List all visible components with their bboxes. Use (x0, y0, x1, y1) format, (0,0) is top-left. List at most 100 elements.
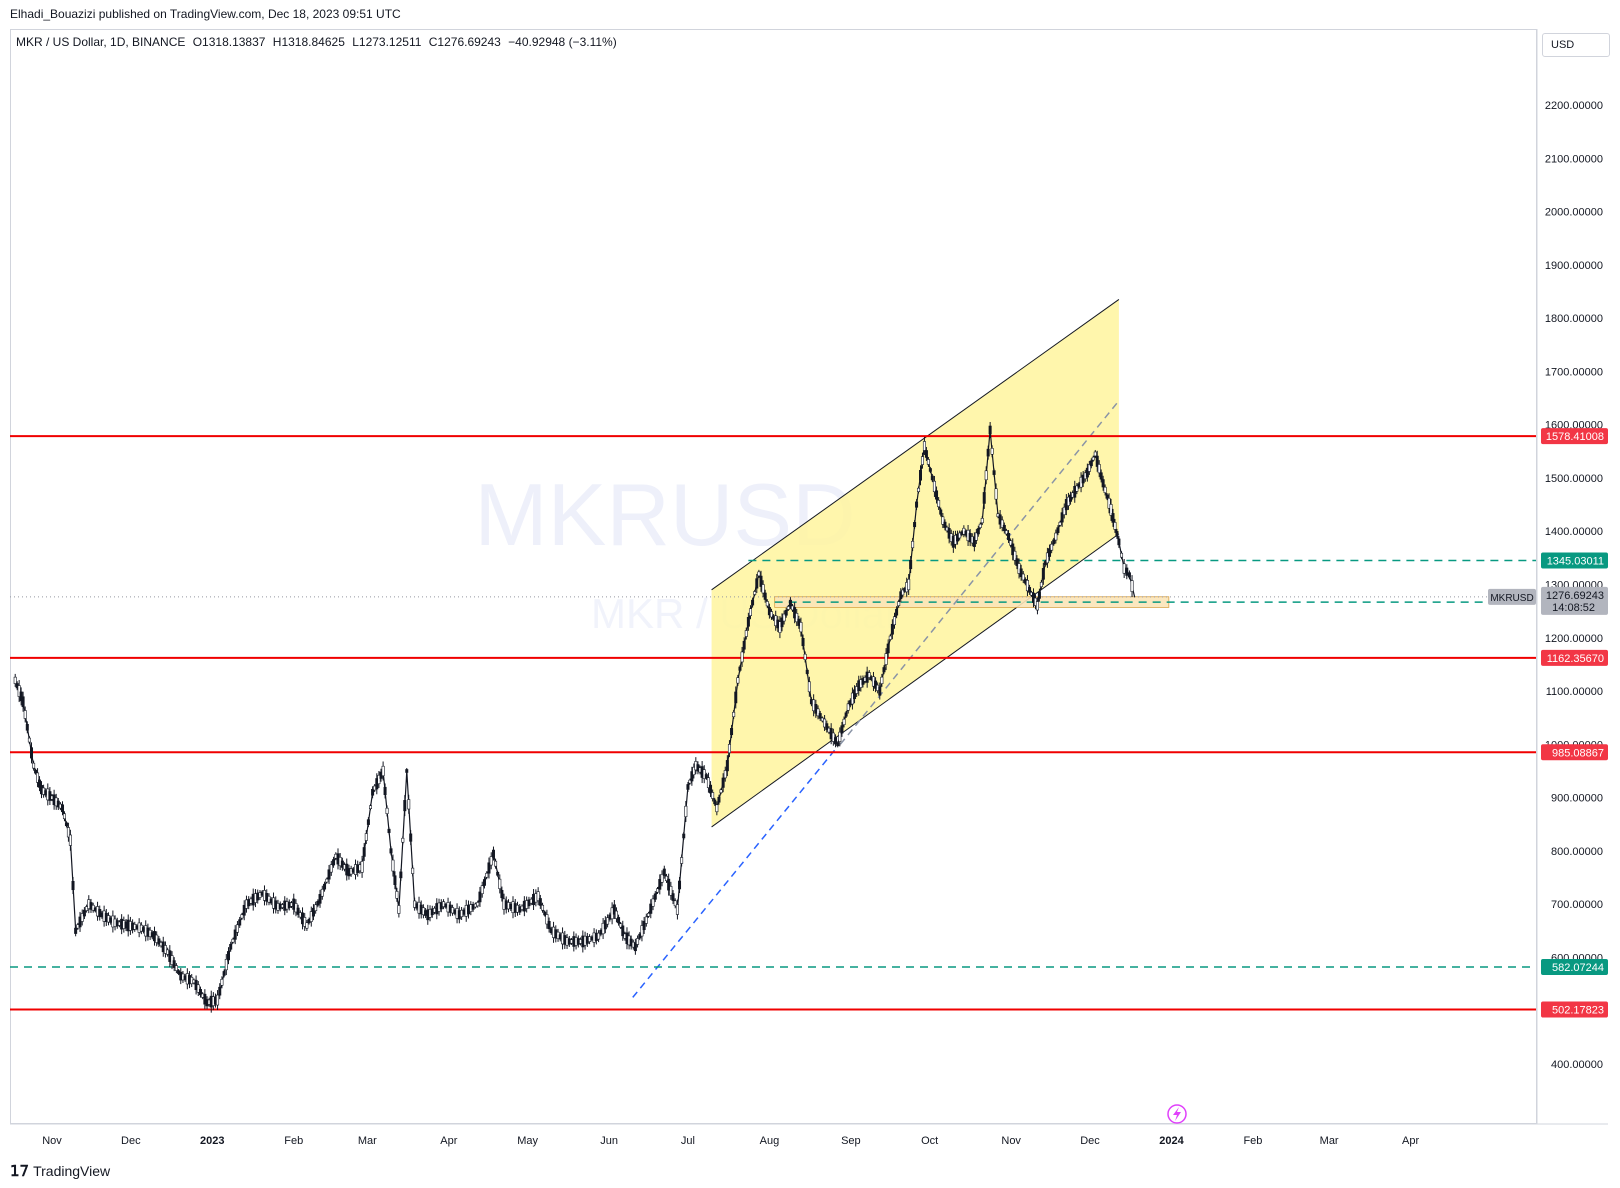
candle-body (818, 713, 822, 719)
candle-body (198, 989, 202, 996)
currency-button[interactable]: USD (1542, 33, 1610, 57)
candle-body (480, 885, 484, 895)
candle-body (765, 601, 769, 607)
candle-body (487, 862, 491, 874)
candle-body (844, 712, 848, 717)
candle-body (543, 911, 547, 916)
candle-body (82, 909, 86, 917)
candle-body (478, 891, 482, 903)
candle-body (972, 536, 976, 547)
candle-body (395, 891, 399, 899)
footer-logo[interactable]: 𝟣𝟩 TradingView (10, 1162, 110, 1180)
x-tick-label: Feb (1243, 1135, 1262, 1147)
candle-body (1019, 568, 1023, 578)
candle-body (222, 971, 226, 976)
candle-body (673, 900, 677, 907)
candle-body (909, 559, 913, 570)
candle-body (371, 788, 375, 796)
candle-body (327, 869, 331, 880)
candle-body (978, 523, 982, 528)
candle-body (682, 833, 686, 839)
candle-body (27, 737, 31, 743)
candle-body (196, 984, 200, 993)
level-tag-5 (1541, 958, 1608, 975)
candle-body (1028, 587, 1032, 593)
candle-body (491, 849, 495, 858)
candle-body (157, 938, 161, 945)
candle-body (216, 994, 220, 1006)
candle-body (767, 607, 771, 616)
candle-body (816, 708, 820, 717)
candle-body (744, 630, 748, 637)
candle-body (1002, 524, 1006, 532)
candle-body (500, 889, 504, 899)
candle-body (1069, 494, 1073, 502)
candle-body (920, 456, 924, 465)
level-tag-label: 1345.03011 (1547, 556, 1604, 568)
candle-body (633, 942, 637, 952)
candle-body (391, 859, 395, 872)
candle-body (1097, 464, 1101, 474)
candle-body (1130, 580, 1134, 592)
candle-body (805, 669, 809, 674)
candle-body (240, 914, 244, 919)
candle-body (36, 772, 40, 783)
candle-body (690, 771, 694, 782)
candle-body (393, 875, 397, 885)
candle-body (795, 612, 799, 623)
candle-body (784, 609, 788, 616)
candle-body (1011, 543, 1015, 556)
candle-body (842, 718, 846, 726)
y-tick-label: 1800.00000 (1545, 313, 1603, 325)
candle-body (224, 958, 228, 971)
x-tick-label: Feb (284, 1135, 303, 1147)
grey-dashed-trendline (839, 400, 1120, 745)
candle-body (547, 920, 551, 930)
tradingview-logo-icon: 𝟣𝟩 (10, 1163, 30, 1180)
candle-body (644, 916, 648, 924)
candle-body (653, 893, 657, 900)
candle-body (825, 723, 829, 730)
candle-body (656, 888, 660, 893)
candle-body (489, 856, 493, 866)
candle-body (941, 516, 945, 525)
candle-body (314, 904, 318, 912)
candle-body (711, 792, 715, 799)
candle-body (1037, 591, 1041, 599)
candle-body (403, 800, 407, 812)
candle-body (897, 601, 901, 606)
candle-body (303, 917, 307, 927)
candle-body (937, 499, 941, 508)
candle-body (763, 592, 767, 600)
level-tag-0 (1541, 428, 1608, 445)
candle-body (1004, 530, 1008, 535)
candle-body (68, 834, 72, 846)
candle-body (636, 938, 640, 945)
lightning-icon[interactable] (1167, 1104, 1187, 1124)
candle-body (801, 637, 805, 647)
candle-body (874, 680, 878, 689)
symbol-description[interactable]: MKR / US Dollar, 1D, BINANCE (16, 35, 186, 49)
candle-body (64, 822, 68, 827)
candle-body (482, 879, 486, 886)
candle-body (296, 907, 300, 915)
candle-body (986, 448, 990, 457)
candle-body (381, 765, 385, 777)
candle-body (882, 667, 886, 673)
candle-body (21, 696, 25, 708)
footer-brand: TradingView (33, 1163, 111, 1179)
candle-body (405, 769, 409, 773)
candle-body (1095, 455, 1099, 467)
candle-body (364, 833, 368, 841)
candle-body (678, 880, 682, 890)
y-tick-label: 900.00000 (1551, 793, 1603, 805)
candle-body (838, 731, 842, 742)
candle-body (834, 737, 838, 745)
candle-body (915, 501, 919, 508)
candle-body (755, 578, 759, 589)
candle-body (66, 827, 70, 838)
candle-body (974, 532, 978, 541)
candle-body (621, 925, 625, 937)
x-tick-label: Oct (921, 1135, 938, 1147)
